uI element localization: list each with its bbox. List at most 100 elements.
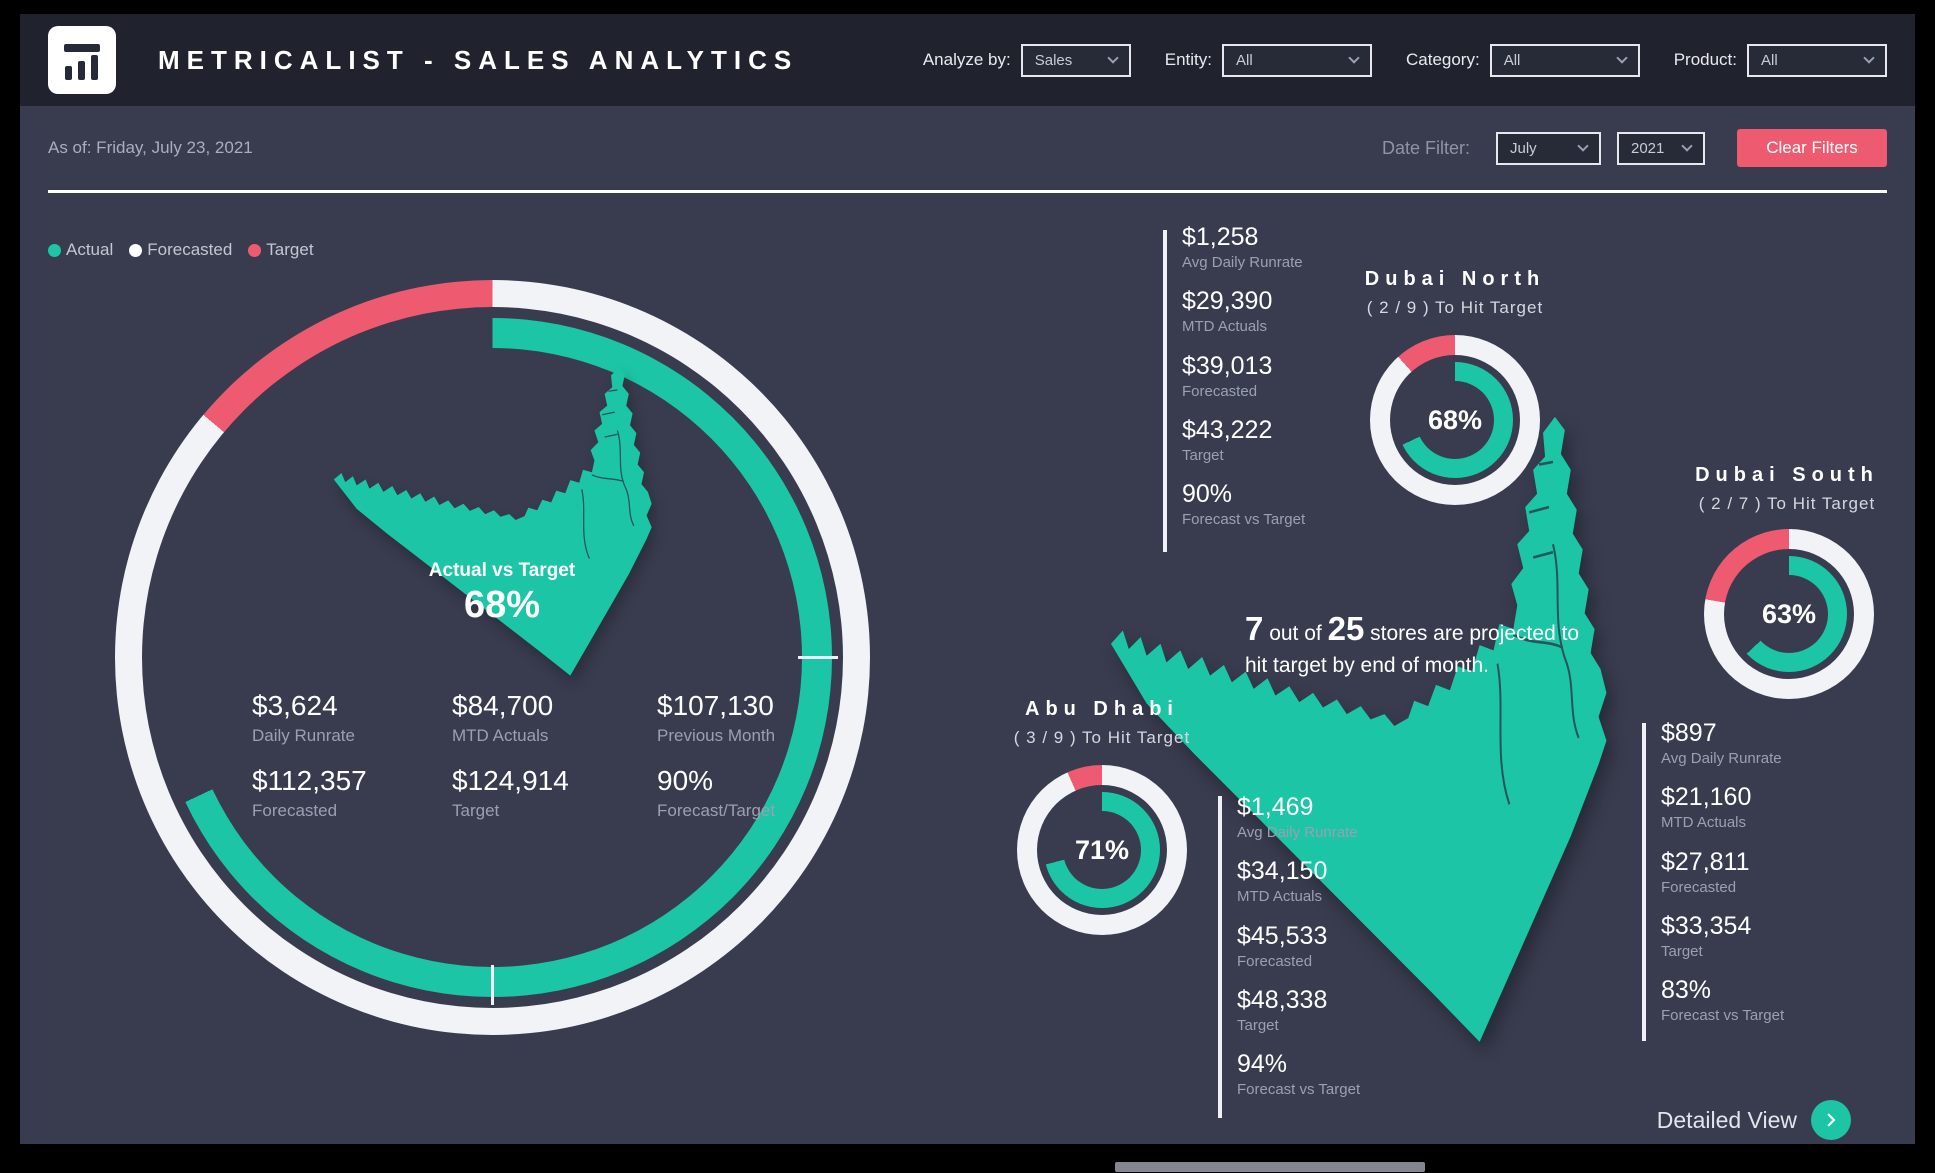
region-subtitle: ( 2 / 9 ) To Hit Target — [1366, 298, 1544, 317]
stat-value: $48,338 — [1237, 985, 1328, 1014]
date-filter-group: Date Filter: July 2021 Clear Filters — [1382, 129, 1887, 167]
filter-label: Entity: — [1164, 50, 1212, 69]
product-dropdown[interactable]: All — [1747, 43, 1887, 77]
filter-label: Analyze by: — [922, 50, 1011, 69]
kpi-target: $124,914 Target — [452, 765, 657, 822]
dropdown-value: All — [1503, 51, 1521, 69]
legend-item-actual[interactable]: Actual — [48, 240, 113, 260]
region-name: Dubai South — [1695, 464, 1879, 486]
divider-line — [48, 190, 1887, 193]
kpi-label: Forecast/Target — [657, 801, 776, 821]
kpi-label: Daily Runrate — [252, 726, 355, 746]
filter-label: Category: — [1405, 50, 1480, 69]
stat: $34,150 MTD Actuals — [1237, 856, 1360, 907]
stat-label: Avg Daily Runrate — [1661, 750, 1782, 767]
legend-label: Target — [266, 240, 314, 259]
legend-label: Forecasted — [147, 240, 233, 259]
stat-value: $45,533 — [1237, 921, 1328, 950]
category-dropdown[interactable]: All — [1489, 43, 1640, 77]
donut-percent: 63% — [1761, 598, 1817, 629]
chevron-down-icon — [1681, 140, 1693, 152]
note-text: out of — [1269, 622, 1322, 645]
stat: $33,354 Target — [1661, 911, 1784, 962]
stat: $897 Avg Daily Runrate — [1661, 718, 1784, 769]
clear-filters-button[interactable]: Clear Filters — [1737, 129, 1887, 167]
date-filter-label: Date Filter: — [1381, 137, 1470, 158]
region-stats-dubai-south: $897 Avg Daily Runrate $21,160 MTD Actuals… — [1661, 718, 1784, 1039]
filter-label: Product: — [1673, 50, 1737, 69]
stat: $29,390 MTD Actuals — [1182, 286, 1305, 337]
chevron-down-icon — [1616, 52, 1628, 64]
page-title: METRICALIST - SALES ANALYTICS — [158, 44, 799, 75]
stat-label: Forecasted — [1237, 952, 1313, 970]
stat: $39,013 Forecasted — [1182, 351, 1305, 402]
stat-label: Avg Daily Runrate — [1237, 824, 1358, 841]
region-name: Dubai North — [1364, 268, 1546, 290]
region-title-dubai-south: Dubai South ( 2 / 7 ) To Hit Target — [1637, 464, 1935, 514]
stat-value: $33,354 — [1661, 911, 1752, 940]
stat-label: Target — [1661, 942, 1703, 960]
stat-value: $897 — [1661, 719, 1717, 747]
region-stats-abu-dhabi: $1,469 Avg Daily Runrate $34,150 MTD Actua… — [1237, 792, 1360, 1113]
kpi-mtd-actuals: $84,700 MTD Actuals — [452, 690, 657, 747]
donut-dubai-north: 68% — [1370, 335, 1540, 505]
year-dropdown[interactable]: 2021 — [1617, 131, 1705, 165]
kpi-label: MTD Actuals — [452, 726, 549, 746]
entity-dropdown[interactable]: All — [1221, 43, 1372, 77]
stat-label: MTD Actuals — [1182, 318, 1268, 336]
legend-item-forecasted[interactable]: Forecasted — [129, 240, 232, 260]
stat-label: Target — [1237, 1016, 1279, 1034]
as-of-date: As of: Friday, July 23, 2021 — [48, 138, 253, 157]
stat-label: Forecast vs Target — [1661, 1007, 1785, 1024]
stat: $1,469 Avg Daily Runrate — [1237, 792, 1360, 843]
header-filters: Analyze by: Sales Entity: All Category: … — [922, 43, 1887, 77]
donut-actual-ring — [1397, 362, 1513, 478]
region-subtitle: ( 3 / 9 ) To Hit Target — [1013, 728, 1191, 747]
note-text: stores are projected to hit target by en… — [1245, 622, 1580, 677]
map-annotation: 7 out of 25 stores are projected to hit … — [1245, 612, 1590, 681]
center-title: Actual vs Target — [428, 560, 576, 581]
analyze-by-dropdown[interactable]: Sales — [1020, 43, 1131, 77]
stat: 83% Forecast vs Target — [1661, 975, 1784, 1026]
stat-label: Target — [1182, 446, 1224, 464]
stat-value: $21,160 — [1661, 783, 1752, 812]
divider-line — [1218, 796, 1222, 1118]
stat-value: 94% — [1237, 1050, 1288, 1078]
stat-value: $34,150 — [1237, 857, 1328, 886]
kpi-previous-month: $107,130 Previous Month — [657, 690, 857, 747]
header: METRICALIST - SALES ANALYTICS Analyze by… — [20, 14, 1915, 106]
stat-label: Forecasted — [1182, 382, 1258, 400]
chevron-down-icon — [1348, 52, 1360, 64]
legend-item-target[interactable]: Target — [248, 240, 314, 260]
month-dropdown[interactable]: July — [1496, 131, 1601, 165]
horizontal-scrollbar[interactable] — [1115, 1162, 1425, 1172]
stat-value: $1,469 — [1237, 793, 1314, 821]
stat-label: Avg Daily Runrate — [1182, 254, 1303, 271]
stat-value: 90% — [1182, 480, 1233, 508]
donut-actual-ring — [1044, 792, 1160, 908]
chevron-down-icon — [1577, 140, 1589, 152]
region-title-abu-dhabi: Abu Dhabi ( 3 / 9 ) To Hit Target — [952, 698, 1252, 748]
note-number: 7 — [1245, 610, 1264, 647]
kpi-value: $84,700 — [452, 690, 554, 721]
arrow-right-icon — [1811, 1100, 1851, 1140]
stat: $45,533 Forecasted — [1237, 921, 1360, 972]
legend-dot-forecasted — [129, 243, 143, 257]
stat: 90% Forecast vs Target — [1182, 479, 1305, 530]
stat-value: $43,222 — [1182, 415, 1273, 444]
chevron-down-icon — [1107, 52, 1119, 64]
donut-tick — [798, 655, 838, 659]
donut-dubai-south: 63% — [1704, 529, 1874, 699]
donut-percent: 68% — [1427, 404, 1483, 435]
stat-value: 83% — [1661, 976, 1712, 1004]
region-stats-dubai-north: $1,258 Avg Daily Runrate $29,390 MTD Actua… — [1182, 222, 1305, 543]
donut-actual-ring — [1731, 556, 1847, 672]
chart-legend: Actual Forecasted Target — [48, 240, 314, 260]
kpi-label: Previous Month — [657, 726, 776, 746]
filter-entity: Entity: All — [1164, 43, 1372, 77]
detailed-view-button[interactable]: Detailed View — [1657, 1100, 1851, 1140]
stat-label: MTD Actuals — [1237, 888, 1323, 906]
stat-value: $29,390 — [1182, 287, 1273, 316]
overview-donut-chart — [115, 280, 870, 1035]
dropdown-value: Sales — [1034, 51, 1073, 69]
